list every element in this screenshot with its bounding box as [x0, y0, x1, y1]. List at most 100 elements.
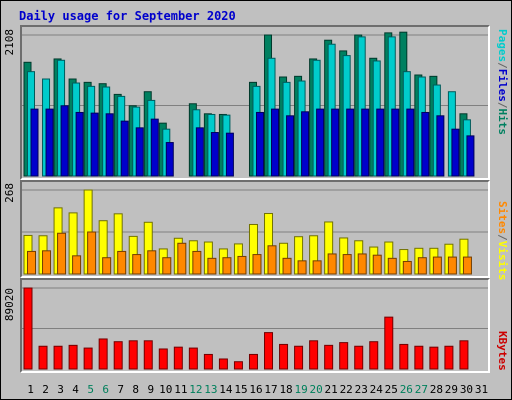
- bar-kbytes-day-27: [414, 345, 424, 370]
- day-label-12: 12: [189, 383, 202, 396]
- bar-kbytes-day-14: [218, 358, 228, 370]
- bar-sites-day-23: [357, 253, 367, 275]
- bar-pages-day-12: [195, 127, 204, 177]
- bar-sites-day-30: [462, 256, 472, 275]
- day-label-20: 20: [310, 383, 323, 396]
- bar-kbytes-day-15: [233, 361, 243, 370]
- day-label-21: 21: [325, 383, 338, 396]
- kbytes-panel: [20, 278, 490, 373]
- bar-sites-day-28: [432, 256, 442, 275]
- bar-kbytes-day-5: [83, 347, 93, 370]
- bar-sites-day-19: [297, 260, 307, 275]
- hits-files-pages-plot: [22, 31, 488, 177]
- bar-kbytes-day-23: [354, 345, 364, 370]
- legend-visits: Visits: [496, 240, 509, 281]
- bar-kbytes-day-8: [128, 340, 138, 370]
- bar-pages-day-28: [436, 115, 445, 177]
- day-label-16: 16: [249, 383, 262, 396]
- bar-kbytes-day-22: [339, 342, 349, 370]
- bar-sites-day-16: [252, 254, 262, 275]
- bar-pages-day-20: [316, 108, 325, 177]
- bar-sites-day-2: [42, 250, 52, 275]
- kbytes-ymax-label: 89020: [3, 288, 16, 322]
- bar-kbytes-day-30: [459, 340, 469, 370]
- hits-panel: [20, 25, 490, 180]
- bar-sites-day-24: [372, 254, 382, 275]
- day-label-10: 10: [159, 383, 172, 396]
- chart-title: Daily usage for September 2020: [19, 9, 236, 23]
- bar-sites-day-20: [312, 260, 322, 275]
- bar-pages-day-21: [331, 108, 340, 177]
- bar-pages-day-27: [421, 111, 430, 177]
- bar-sites-day-13: [207, 257, 217, 275]
- legend-hits: Hits: [496, 108, 509, 136]
- day-label-23: 23: [355, 383, 368, 396]
- bar-sites-day-29: [447, 256, 457, 275]
- bar-sites-day-25: [387, 257, 397, 275]
- visits-ymax-label: 268: [3, 183, 16, 203]
- bar-pages-day-8: [135, 127, 144, 177]
- hits-ymax-label: 2108: [3, 29, 16, 56]
- bar-pages-day-4: [75, 111, 84, 177]
- bar-kbytes-day-2: [38, 345, 48, 370]
- bar-kbytes-day-10: [158, 348, 168, 370]
- bar-kbytes-day-11: [173, 346, 183, 370]
- bar-kbytes-day-26: [399, 343, 409, 370]
- bar-kbytes-day-17: [264, 332, 274, 370]
- bar-pages-day-18: [286, 115, 295, 177]
- bar-kbytes-day-9: [143, 340, 153, 370]
- bar-kbytes-day-19: [294, 345, 304, 370]
- hits-legend: Pages/Files/Hits: [495, 29, 509, 135]
- day-label-5: 5: [87, 383, 94, 396]
- day-label-25: 25: [385, 383, 398, 396]
- day-label-6: 6: [102, 383, 109, 396]
- bar-sites-day-6: [102, 257, 112, 275]
- bar-sites-day-8: [132, 254, 142, 275]
- bar-sites-day-11: [177, 242, 187, 275]
- bar-pages-day-7: [120, 120, 129, 177]
- day-label-31: 31: [475, 383, 488, 396]
- legend-kbytes: KBytes: [496, 331, 509, 371]
- bar-sites-day-18: [282, 257, 292, 275]
- bar-pages-day-17: [271, 108, 280, 177]
- bar-sites-day-15: [237, 255, 247, 275]
- bar-kbytes-day-28: [429, 346, 439, 370]
- bar-pages-day-3: [60, 105, 69, 177]
- bar-sites-day-26: [402, 260, 412, 275]
- day-label-4: 4: [72, 383, 79, 396]
- bar-kbytes-day-18: [279, 343, 289, 370]
- day-label-22: 22: [340, 383, 353, 396]
- bar-pages-day-1: [30, 108, 39, 177]
- day-axis: 1 2 3 4 5 6 7 8 9 10 11 12 13 14 15 16 17 18 19 20 21 22 23 24 2…: [27, 383, 488, 396]
- bar-pages-day-24: [376, 108, 385, 177]
- legend-sites: Sites: [496, 201, 509, 235]
- kbytes-plot: [22, 287, 488, 370]
- bar-kbytes-day-4: [68, 344, 78, 370]
- legend-sep-2: /: [496, 101, 509, 109]
- visits-sites-plot: [22, 189, 488, 275]
- bar-kbytes-day-3: [53, 345, 63, 370]
- legend-files: Files: [496, 68, 509, 102]
- bar-pages-day-25: [391, 108, 400, 177]
- bar-pages-day-5: [90, 112, 99, 177]
- bar-sites-day-5: [87, 231, 97, 275]
- day-label-3: 3: [57, 383, 64, 396]
- visits-legend: Sites/Visits: [495, 201, 509, 281]
- kbytes-legend: KBytes: [495, 331, 509, 371]
- legend-sep-3: /: [496, 234, 509, 241]
- day-label-29: 29: [445, 383, 458, 396]
- bar-pages-day-26: [406, 108, 415, 177]
- bar-kbytes-day-16: [248, 353, 258, 370]
- bar-sites-day-12: [192, 250, 202, 275]
- day-label-28: 28: [430, 383, 443, 396]
- legend-sep-1: /: [496, 62, 509, 69]
- bar-sites-day-17: [267, 245, 277, 275]
- day-label-18: 18: [279, 383, 292, 396]
- day-label-7: 7: [117, 383, 124, 396]
- legend-pages: Pages: [496, 29, 509, 63]
- bar-kbytes-day-12: [188, 347, 198, 370]
- bar-sites-day-9: [147, 250, 157, 275]
- day-label-24: 24: [370, 383, 384, 396]
- bar-sites-day-27: [417, 257, 427, 275]
- day-label-19: 19: [294, 383, 307, 396]
